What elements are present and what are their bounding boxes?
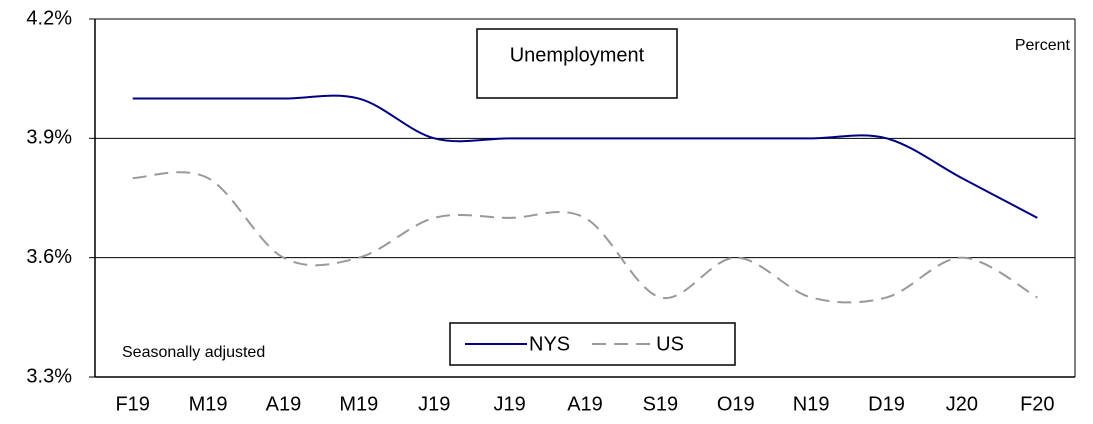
x-tick-label: J20 <box>946 393 978 415</box>
y-tick-label: 3.3% <box>26 365 72 387</box>
plot: 3.3% 3.6% 3.9% 4.2% F19 M19 A19 M19 J19 J19 A19 S19… <box>26 7 1076 415</box>
x-tick-label: S19 <box>643 393 679 415</box>
x-tick-label: F19 <box>115 393 149 415</box>
x-tick-label: A19 <box>567 393 603 415</box>
series-line <box>132 94 1038 219</box>
legend-label: NYS <box>529 333 570 355</box>
x-tick-label: J19 <box>418 393 450 415</box>
y-tick-label: 3.6% <box>26 246 72 268</box>
chart-title: Unemployment <box>510 44 645 66</box>
y-tick-label: 4.2% <box>26 7 72 29</box>
x-tick-label: A19 <box>266 393 302 415</box>
title-box <box>476 28 678 99</box>
x-tick-label: D19 <box>868 393 905 415</box>
series-line <box>132 171 1038 304</box>
x-tick-label: O19 <box>717 393 755 415</box>
x-tick-label: J19 <box>493 393 525 415</box>
y-tick-label: 3.9% <box>26 127 72 149</box>
x-tick-label: M19 <box>339 393 378 415</box>
x-tick-label: M19 <box>189 393 228 415</box>
note: Seasonally adjusted <box>122 344 265 361</box>
x-tick-label: N19 <box>793 393 830 415</box>
x-tick-label: F20 <box>1020 393 1054 415</box>
unit-note: Percent <box>1015 37 1071 54</box>
legend-label: US <box>656 333 684 355</box>
